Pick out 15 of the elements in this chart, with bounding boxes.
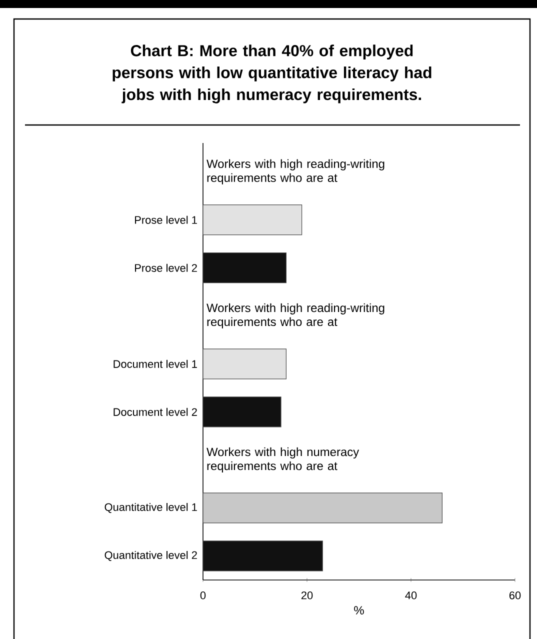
x-tick-label: 0	[200, 592, 206, 600]
y-tick-label: Prose level 1	[135, 216, 197, 224]
y-tick-label: Quantitative level 2	[104, 550, 197, 561]
x-tick-label: 40	[405, 592, 417, 600]
y-tick-label: Document level 1	[114, 360, 197, 368]
y-tick-label: Quantitative level 1	[104, 502, 197, 513]
annotation: Workers with high reading-writing requirements who are at	[206, 303, 384, 328]
y-tick-label: Prose level 2	[135, 264, 197, 272]
annotation: Workers with high numeracy requirements who are at	[206, 447, 360, 472]
x-axis-title: %	[354, 606, 364, 614]
y-tick-label: Document level 2	[114, 408, 197, 416]
annotation: Workers with high reading-writing requirements who are at	[206, 159, 384, 184]
x-tick-label: 60	[509, 592, 521, 600]
x-tick-label: 20	[301, 592, 313, 600]
chart-title: Chart B: More than 40% of employed persons with low quantitative literacy had jobs with high numeracy requirements.	[112, 44, 432, 104]
